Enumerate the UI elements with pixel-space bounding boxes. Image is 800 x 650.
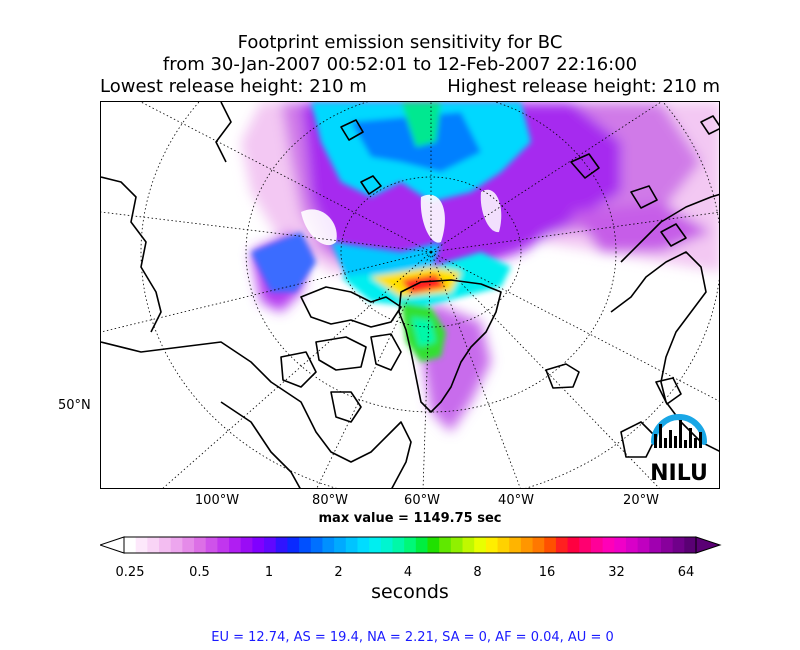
title-line-1: Footprint emission sensitivity for BC bbox=[237, 32, 563, 53]
colorbar-cell bbox=[415, 537, 429, 553]
colorbar-cell bbox=[637, 537, 650, 553]
colorbar-cell bbox=[590, 537, 604, 553]
colorbar-cell bbox=[497, 537, 510, 553]
colorbar-cell bbox=[614, 537, 627, 553]
colorbar-tick-label: 0.25 bbox=[115, 565, 145, 580]
lon-label-80w: 80°W bbox=[312, 493, 348, 508]
map-panel: NILU bbox=[100, 101, 720, 489]
colorbar-cell bbox=[602, 537, 615, 553]
colorbar-cell bbox=[625, 537, 639, 553]
colorbar-cell bbox=[240, 537, 253, 553]
colorbar-cell bbox=[322, 537, 335, 553]
colorbar-outline bbox=[123, 536, 697, 554]
lat-label-50n: 50°N bbox=[58, 398, 91, 413]
colorbar-cell bbox=[404, 537, 417, 553]
colorbar-cell bbox=[474, 537, 487, 553]
colorbar-cell bbox=[310, 537, 324, 553]
nilu-logo: NILU bbox=[650, 414, 708, 486]
region-contributions: EU = 12.74, AS = 19.4, NA = 2.21, SA = 0… bbox=[211, 630, 614, 645]
colorbar-cell bbox=[159, 537, 172, 553]
nilu-logo-text: NILU bbox=[650, 461, 708, 486]
colorbar-cell bbox=[264, 537, 277, 553]
colorbar-cell bbox=[567, 537, 580, 553]
colorbar-tick-label: 1 bbox=[264, 565, 274, 580]
colorbar-cell bbox=[392, 537, 405, 553]
colorbar-tick-label: 8 bbox=[473, 565, 482, 580]
colorbar-cell bbox=[672, 537, 685, 553]
colorbar-cell bbox=[135, 537, 148, 553]
colorbar-max-extension bbox=[695, 536, 722, 554]
colorbar-cell bbox=[252, 537, 265, 553]
lon-label-60w: 60°W bbox=[404, 493, 440, 508]
colorbar-cell bbox=[170, 537, 183, 553]
colorbar-cell bbox=[380, 537, 394, 553]
footprint-map: NILU bbox=[101, 102, 719, 488]
colorbar-cell bbox=[287, 537, 300, 553]
max-value-label: max value = 1149.75 sec bbox=[318, 511, 502, 526]
colorbar-cell bbox=[205, 537, 218, 553]
colorbar-cell bbox=[345, 537, 359, 553]
colorbar-cell bbox=[485, 537, 499, 553]
colorbar-cell bbox=[660, 537, 674, 553]
coastlines bbox=[101, 102, 719, 488]
colorbar-tick-label: 64 bbox=[677, 565, 695, 580]
colorbar-cell bbox=[357, 537, 370, 553]
colorbar-cell bbox=[194, 537, 207, 553]
colorbar-cell bbox=[579, 537, 592, 553]
colorbar bbox=[100, 536, 722, 554]
colorbar-cell bbox=[439, 537, 452, 553]
colorbar-cell bbox=[532, 537, 545, 553]
colorbar-cell bbox=[369, 537, 382, 553]
colorbar-cell bbox=[462, 537, 475, 553]
highest-release-height: Highest release height: 210 m bbox=[447, 76, 720, 97]
colorbar-cell bbox=[544, 537, 557, 553]
colorbar-cell bbox=[649, 537, 662, 553]
colorbar-tick-label: 16 bbox=[538, 565, 556, 580]
colorbar-cell bbox=[299, 537, 312, 553]
colorbar-cell bbox=[684, 537, 697, 553]
colorbar-label: seconds bbox=[371, 581, 449, 603]
colorbar-cell bbox=[334, 537, 347, 553]
colorbar-cell bbox=[427, 537, 440, 553]
colorbar-min-extension bbox=[100, 536, 125, 554]
lon-label-100w: 100°W bbox=[194, 493, 240, 508]
colorbar-cell bbox=[509, 537, 522, 553]
colorbar-tick-label: 0.5 bbox=[189, 565, 210, 580]
colorbar-cell bbox=[147, 537, 160, 553]
colorbar-cell bbox=[555, 537, 569, 553]
colorbar-cell bbox=[520, 537, 534, 553]
colorbar-tick-label: 2 bbox=[334, 565, 343, 580]
title-line-2: from 30-Jan-2007 00:52:01 to 12-Feb-2007… bbox=[162, 54, 638, 75]
colorbar-cell bbox=[450, 537, 464, 553]
colorbar-cell bbox=[124, 537, 137, 553]
lon-label-20w: 20°W bbox=[623, 493, 659, 508]
colorbar-cell bbox=[229, 537, 242, 553]
colorbar-cell bbox=[217, 537, 230, 553]
lowest-release-height: Lowest release height: 210 m bbox=[100, 76, 367, 97]
lon-label-40w: 40°W bbox=[498, 493, 534, 508]
colorbar-tick-label: 4 bbox=[403, 565, 413, 580]
sensitivity-field bbox=[241, 102, 719, 432]
colorbar-cell bbox=[182, 537, 195, 553]
colorbar-tick-label: 32 bbox=[608, 565, 625, 580]
colorbar-cell bbox=[275, 537, 289, 553]
